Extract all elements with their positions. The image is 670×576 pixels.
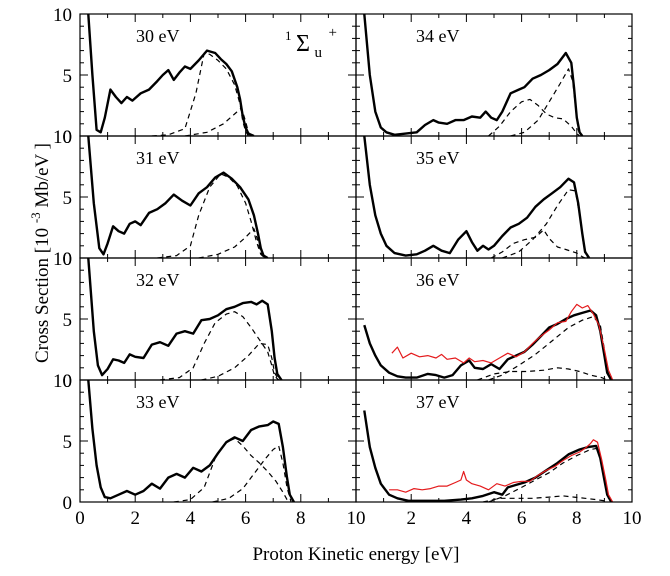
panel-grid: 30 eV 34 eV 31 eV 35 eV 32 eV 36 eV 33 eV 37 eV	[79, 13, 633, 503]
y-axis-title-exponent: -3	[28, 212, 43, 223]
x-axis-title: Proton Kinetic energy [eV]	[252, 544, 459, 565]
panel-4: 35 eV	[355, 135, 633, 259]
y-tick-label: 0	[63, 127, 73, 148]
component-curve-2	[198, 228, 266, 258]
panel-8: 37 eV	[355, 379, 633, 503]
total-curve	[87, 380, 295, 502]
y-tick-label: 0	[63, 371, 73, 392]
panel-energy-label: 33 eV	[136, 392, 180, 412]
x-tick-label: 0	[75, 508, 85, 529]
panel-energy-label: 35 eV	[416, 148, 460, 168]
y-tick-label: 5	[63, 432, 73, 453]
panel-series-group	[87, 136, 269, 258]
panel-series-group	[87, 14, 255, 136]
x-tick-label: 4	[186, 508, 196, 529]
x-tick-label: 10	[623, 508, 642, 529]
component-curve-2	[510, 68, 582, 136]
panel-series-group	[87, 258, 283, 380]
y-tick-label: 0	[63, 249, 73, 270]
state-label-subscript: u	[314, 45, 322, 61]
component-curve-1	[488, 98, 580, 136]
panel-series-group	[87, 380, 295, 502]
panel-energy-label: 36 eV	[416, 270, 460, 290]
total-curve	[87, 14, 255, 136]
panel-frame	[79, 13, 357, 137]
y-axis-title-unit: Mb/eV ]	[32, 143, 53, 208]
x-tick-label: 4	[462, 508, 472, 529]
panel-frame	[355, 379, 633, 503]
panel-1: 30 eV	[79, 13, 357, 137]
panel-energy-label: 30 eV	[136, 26, 180, 46]
panel-5: 32 eV	[79, 257, 357, 381]
panel-energy-label: 31 eV	[136, 148, 180, 168]
measured-curve	[389, 439, 614, 502]
component-curve-1	[477, 367, 608, 380]
panel-energy-label: 34 eV	[416, 26, 460, 46]
total-curve	[363, 136, 591, 258]
y-tick-label: 5	[63, 188, 73, 209]
x-tick-label: 6	[241, 508, 251, 529]
component-curve-2	[212, 445, 292, 502]
total-curve	[363, 410, 613, 502]
panel-series-group	[363, 410, 614, 502]
component-curve-1	[159, 311, 280, 380]
panel-energy-label: 37 eV	[416, 392, 460, 412]
component-curve-1	[482, 495, 608, 502]
panel-frame	[79, 135, 357, 259]
x-tick-label: 8	[572, 508, 582, 529]
panel-series-group	[363, 136, 591, 258]
panel-7: 33 eV	[79, 379, 357, 503]
total-curve	[87, 136, 269, 258]
y-tick-label: 5	[63, 66, 73, 87]
panel-series-group	[363, 14, 584, 136]
y-tick-label: 0	[63, 493, 73, 514]
total-curve	[363, 14, 584, 136]
y-tick-label: 10	[53, 371, 72, 392]
component-curve-2	[502, 189, 589, 258]
component-curve-1	[157, 173, 266, 258]
x-tick-label: 10	[347, 508, 366, 529]
state-label-superscript: +	[328, 25, 336, 41]
component-curve-1	[173, 438, 291, 502]
state-label: 1 Σ u +	[285, 24, 337, 61]
x-tick-label: 2	[406, 508, 416, 529]
y-tick-label: 10	[53, 5, 72, 26]
total-curve	[87, 258, 283, 380]
state-label-symbol: Σ	[296, 31, 310, 57]
x-tick-label: 2	[130, 508, 140, 529]
panel-6: 36 eV	[355, 257, 633, 381]
component-curve-2	[201, 342, 280, 380]
panel-frame	[355, 135, 633, 259]
panel-3: 31 eV	[79, 135, 357, 259]
panel-frame	[79, 379, 357, 503]
panel-series-group	[363, 303, 614, 380]
y-axis-title: Cross Section [10 -3 Mb/eV ]	[24, 143, 53, 363]
x-tick-label: 8	[296, 508, 306, 529]
y-tick-label: 5	[63, 310, 73, 331]
measured-curve	[391, 303, 614, 380]
component-curve-1	[151, 52, 249, 136]
state-label-multiplicity: 1	[285, 28, 292, 43]
x-tick-label: 6	[517, 508, 527, 529]
component-curve-2	[488, 447, 614, 502]
total-curve	[363, 309, 613, 380]
panel-2: 34 eV	[355, 13, 633, 137]
y-tick-label: 10	[53, 127, 72, 148]
y-tick-label: 10	[53, 249, 72, 270]
component-curve-1	[490, 229, 586, 258]
y-axis-title-main: Cross Section [10	[32, 228, 53, 363]
panel-energy-label: 32 eV	[136, 270, 180, 290]
